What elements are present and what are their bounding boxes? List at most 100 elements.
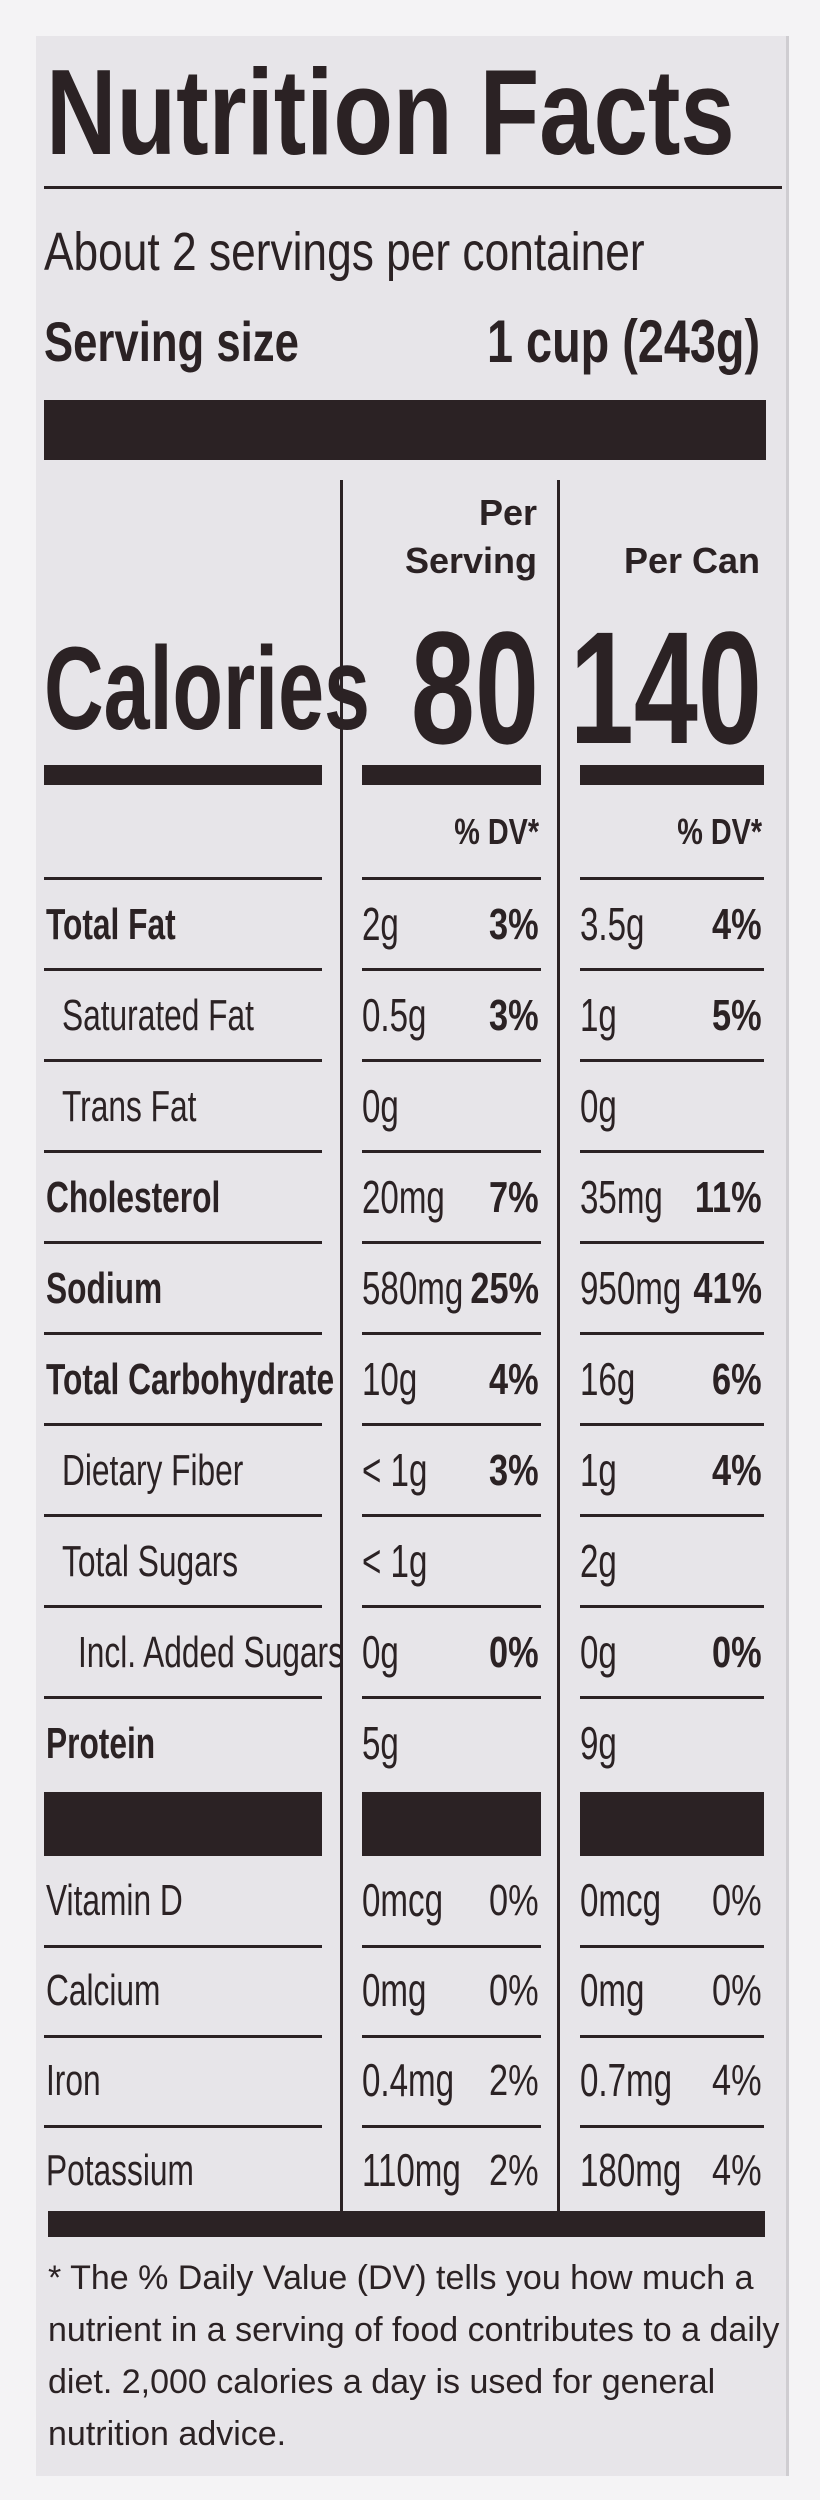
row-rule [580, 1059, 764, 1062]
row-rule [44, 877, 322, 880]
amount: < 1g [362, 1535, 428, 1588]
nutrient-name: Protein [46, 1718, 156, 1768]
row-rule [580, 1241, 764, 1244]
amount: 0mcg [580, 1874, 661, 1927]
nutrient-name: Cholesterol [46, 1172, 221, 1222]
vitamin-name: Vitamin D [46, 1875, 183, 1925]
dv-heading: % DV* [677, 811, 762, 853]
amount: 20mg [362, 1171, 445, 1224]
column-heading: Per Serving [404, 492, 537, 581]
row-rule [44, 968, 322, 971]
daily-value: 2% [489, 2055, 539, 2105]
title: Nutrition Facts [46, 43, 735, 180]
amount: 0g [580, 1626, 617, 1679]
row-rule [362, 1945, 541, 1948]
amount: 0g [580, 1080, 617, 1133]
row-rule [362, 1605, 541, 1608]
amount: 0g [362, 1080, 399, 1133]
row-rule [362, 1332, 541, 1335]
amount: 35mg [580, 1171, 663, 1224]
daily-value: 3% [489, 1445, 539, 1495]
row-rule [580, 968, 764, 971]
daily-value: 0% [489, 1627, 539, 1677]
amount: 1g [580, 989, 617, 1042]
section-bar [580, 1792, 764, 1856]
row-rule [44, 1241, 322, 1244]
serving-size-value: 1 cup (243g) [486, 308, 760, 375]
thick-bar [44, 400, 766, 460]
row-rule [44, 2035, 322, 2038]
rule [44, 186, 782, 189]
nutrient-name: Total Sugars [62, 1536, 239, 1586]
calories-value: 140 [569, 598, 762, 777]
row-rule [44, 1423, 322, 1426]
calories-label: Calories [44, 623, 370, 756]
daily-value: 3% [489, 899, 539, 949]
amount: 9g [580, 1717, 617, 1770]
amount: 0g [362, 1626, 399, 1679]
amount: 1g [580, 1444, 617, 1497]
amount: 0mg [580, 1964, 645, 2017]
row-rule [580, 1514, 764, 1517]
amount: 110mg [362, 2144, 461, 2197]
amount: 0mg [362, 1964, 427, 2017]
section-bar [44, 1792, 322, 1856]
amount: 0.5g [362, 989, 427, 1042]
nutrient-name: Incl. Added Sugars [78, 1627, 344, 1677]
row-rule [44, 1696, 322, 1699]
nutrient-name: Total Carbohydrate [46, 1354, 335, 1404]
serving-size-label: Serving size [44, 310, 299, 374]
row-rule [580, 1945, 764, 1948]
nutrient-name: Trans Fat [62, 1081, 197, 1131]
amount: 0.4mg [362, 2054, 455, 2107]
row-rule [580, 877, 764, 880]
amount: 180mg [580, 2144, 682, 2197]
daily-value: 4% [712, 2145, 762, 2195]
column-heading: Per Can [623, 540, 760, 581]
row-rule [362, 1514, 541, 1517]
row-rule [362, 877, 541, 880]
daily-value: 11% [695, 1172, 762, 1222]
row-rule [580, 1150, 764, 1153]
amount: 0.7mg [580, 2054, 673, 2107]
nutrient-name: Sodium [46, 1263, 163, 1313]
row-rule [580, 1423, 764, 1426]
daily-value: 2% [489, 2145, 539, 2195]
daily-value: 7% [489, 1172, 539, 1222]
row-rule [362, 968, 541, 971]
column-divider [340, 480, 343, 2211]
amount: 2g [580, 1535, 617, 1588]
row-rule [44, 1605, 322, 1608]
row-rule [44, 1059, 322, 1062]
vitamin-name: Calcium [46, 1965, 161, 2015]
row-rule [362, 1696, 541, 1699]
daily-value: 0% [712, 1875, 762, 1925]
column-divider [557, 480, 560, 2211]
calories-bar [44, 765, 322, 785]
row-rule [580, 1696, 764, 1699]
daily-value: 4% [489, 1354, 539, 1404]
row-rule [44, 1945, 322, 1948]
amount: 2g [362, 898, 399, 951]
footnote: * The % Daily Value (DV) tells you how m… [48, 2259, 780, 2453]
daily-value: 4% [712, 2055, 762, 2105]
nutrient-name: Total Fat [46, 899, 176, 949]
bottom-bar [48, 2211, 765, 2237]
amount: 950mg [580, 1262, 682, 1315]
daily-value: 0% [712, 1965, 762, 2015]
row-rule [44, 2125, 322, 2128]
daily-value: 4% [712, 1445, 762, 1495]
servings-per-container: About 2 servings per container [44, 221, 645, 282]
amount: 3.5g [580, 898, 645, 951]
daily-value: 25% [470, 1263, 539, 1313]
row-rule [362, 1059, 541, 1062]
daily-value: 41% [693, 1263, 762, 1313]
row-rule [44, 1332, 322, 1335]
daily-value: 6% [712, 1354, 762, 1404]
row-rule [44, 1514, 322, 1517]
nutrient-name: Saturated Fat [62, 990, 254, 1040]
row-rule [362, 1241, 541, 1244]
vitamin-name: Iron [46, 2055, 101, 2105]
dv-heading: % DV* [454, 811, 539, 853]
